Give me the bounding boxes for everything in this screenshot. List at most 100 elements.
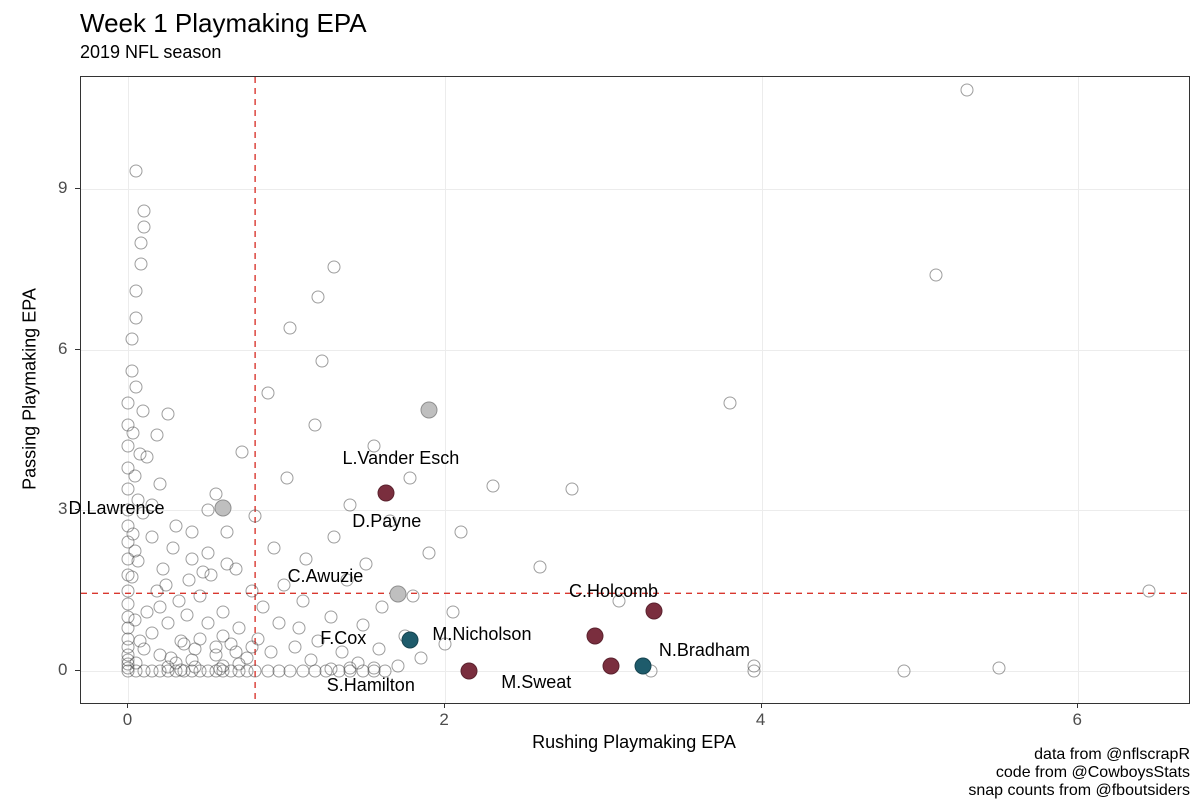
bg-point: [125, 571, 138, 584]
bg-point: [236, 445, 249, 458]
x-tick-mark: [1077, 703, 1078, 708]
point-label: M.Sweat: [501, 672, 571, 693]
y-tick-label: 6: [58, 339, 67, 359]
bg-point: [257, 600, 270, 613]
bg-point: [157, 563, 170, 576]
bg-point: [296, 664, 309, 677]
bg-point: [233, 622, 246, 635]
bg-point: [328, 531, 341, 544]
highlight-point: [460, 662, 477, 679]
bg-point: [169, 520, 182, 533]
bg-point: [446, 606, 459, 619]
bg-point: [929, 268, 942, 281]
x-tick-label: 6: [1072, 710, 1081, 730]
highlight-point: [634, 657, 651, 674]
bg-point: [181, 608, 194, 621]
bg-point: [166, 541, 179, 554]
bg-point: [160, 579, 173, 592]
bg-point: [283, 322, 296, 335]
bg-point: [249, 509, 262, 522]
plot-area: D.LawrenceL.Vander EschD.PayneC.AwuzieF.…: [80, 76, 1190, 704]
x-tick-label: 4: [756, 710, 765, 730]
point-label: C.Holcomb: [569, 581, 658, 602]
bg-point: [747, 659, 760, 672]
highlight-point: [402, 631, 419, 648]
bg-point: [201, 547, 214, 560]
bg-point: [146, 531, 159, 544]
bg-point: [188, 643, 201, 656]
x-tick-label: 2: [439, 710, 448, 730]
grid-line-h: [81, 350, 1189, 351]
y-tick-mark: [75, 349, 80, 350]
bg-point: [188, 661, 201, 674]
bg-point: [201, 504, 214, 517]
bg-point: [122, 598, 135, 611]
bg-point: [245, 640, 258, 653]
point-label: C.Awuzie: [288, 566, 364, 587]
bg-point: [352, 656, 365, 669]
bg-point: [130, 285, 143, 298]
bg-point: [127, 426, 140, 439]
bg-point: [220, 525, 233, 538]
point-label: N.Bradham: [659, 640, 750, 661]
bg-point: [415, 651, 428, 664]
bg-point: [146, 627, 159, 640]
point-label: M.Nicholson: [432, 624, 531, 645]
highlight-point: [389, 586, 406, 603]
bg-point: [201, 616, 214, 629]
bg-point: [133, 635, 146, 648]
point-label: S.Hamilton: [327, 675, 415, 696]
chart-container: Week 1 Playmaking EPA 2019 NFL season D.…: [0, 0, 1200, 806]
bg-point: [125, 333, 138, 346]
x-tick-mark: [761, 703, 762, 708]
bg-point: [486, 480, 499, 493]
y-tick-label: 0: [58, 660, 67, 680]
bg-point: [130, 311, 143, 324]
y-tick-mark: [75, 509, 80, 510]
bg-point: [404, 472, 417, 485]
y-tick-label: 9: [58, 178, 67, 198]
highlight-point: [587, 628, 604, 645]
bg-point: [961, 84, 974, 97]
bg-point: [122, 397, 135, 410]
bg-point: [174, 663, 187, 676]
grid-line-h: [81, 510, 1189, 511]
bg-point: [173, 595, 186, 608]
bg-point: [407, 589, 420, 602]
bg-point: [135, 236, 148, 249]
bg-point: [296, 595, 309, 608]
bg-point: [214, 663, 227, 676]
x-tick-mark: [444, 703, 445, 708]
bg-point: [375, 600, 388, 613]
bg-point: [565, 482, 578, 495]
bg-point: [130, 164, 143, 177]
bg-point: [325, 611, 338, 624]
bg-point: [125, 365, 138, 378]
bg-point: [135, 258, 148, 271]
bg-point: [283, 664, 296, 677]
highlight-point: [215, 499, 232, 516]
bg-point: [328, 260, 341, 273]
bg-point: [233, 658, 246, 671]
bg-point: [245, 584, 258, 597]
x-axis-title: Rushing Playmaking EPA: [532, 732, 736, 753]
bg-point: [128, 614, 141, 627]
bg-point: [423, 547, 436, 560]
caption: data from @nflscrapRcode from @CowboysSt…: [968, 746, 1190, 800]
bg-point: [128, 469, 141, 482]
highlight-point: [603, 657, 620, 674]
y-tick-mark: [75, 188, 80, 189]
bg-point: [299, 552, 312, 565]
bg-point: [280, 472, 293, 485]
bg-point: [209, 640, 222, 653]
y-axis-title: Passing Playmaking EPA: [20, 288, 41, 490]
bg-point: [264, 646, 277, 659]
bg-point: [165, 651, 178, 664]
highlight-point: [378, 484, 395, 501]
bg-point: [130, 656, 143, 669]
bg-point: [138, 220, 151, 233]
bg-point: [162, 616, 175, 629]
bg-point: [122, 584, 135, 597]
highlight-point: [421, 401, 438, 418]
bg-point: [288, 640, 301, 653]
